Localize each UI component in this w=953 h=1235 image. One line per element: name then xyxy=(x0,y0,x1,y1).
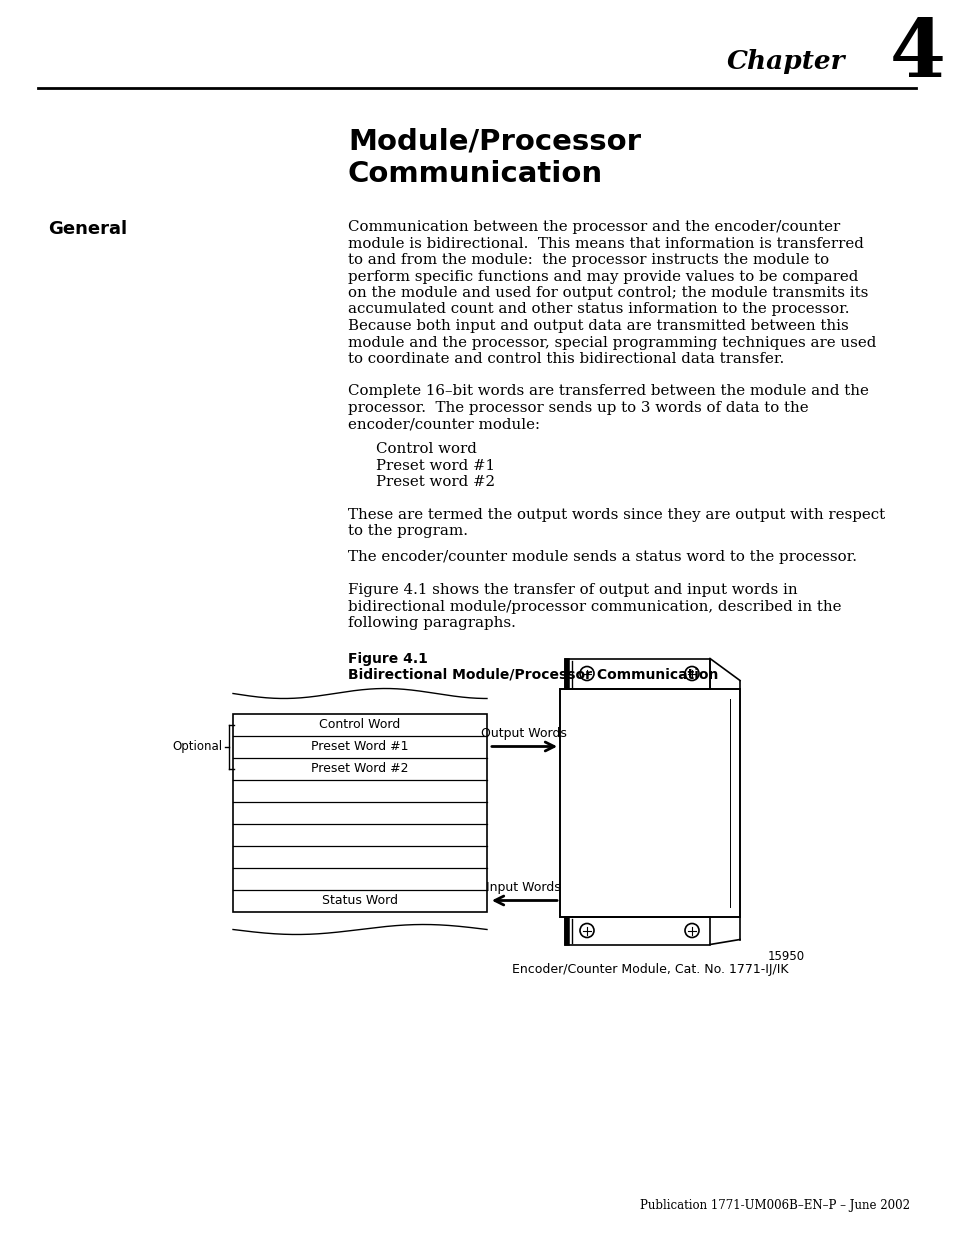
Text: Preset Word #2: Preset Word #2 xyxy=(311,762,408,776)
Text: accumulated count and other status information to the processor.: accumulated count and other status infor… xyxy=(348,303,848,316)
Text: Module/Processor: Module/Processor xyxy=(348,127,640,156)
Text: Status Word: Status Word xyxy=(322,894,397,906)
Text: encoder/counter module:: encoder/counter module: xyxy=(348,417,539,431)
Text: The encoder/counter module sends a status word to the processor.: The encoder/counter module sends a statu… xyxy=(348,551,856,564)
Text: module is bidirectional.  This means that information is transferred: module is bidirectional. This means that… xyxy=(348,236,863,251)
Text: perform specific functions and may provide values to be compared: perform specific functions and may provi… xyxy=(348,269,858,284)
Text: Encoder/Counter Module, Cat. No. 1771-IJ/IK: Encoder/Counter Module, Cat. No. 1771-IJ… xyxy=(511,962,787,976)
Text: Control Word: Control Word xyxy=(319,718,400,731)
Text: following paragraphs.: following paragraphs. xyxy=(348,616,516,630)
Text: to coordinate and control this bidirectional data transfer.: to coordinate and control this bidirecti… xyxy=(348,352,783,366)
Text: Input Words: Input Words xyxy=(486,881,560,894)
Text: Communication: Communication xyxy=(348,161,602,188)
Text: bidirectional module/processor communication, described in the: bidirectional module/processor communica… xyxy=(348,599,841,614)
Text: Publication 1771-UM006B–EN–P – June 2002: Publication 1771-UM006B–EN–P – June 2002 xyxy=(639,1199,909,1212)
Text: to and from the module:  the processor instructs the module to: to and from the module: the processor in… xyxy=(348,253,828,267)
Text: 4: 4 xyxy=(889,16,945,94)
Text: module and the processor, special programming techniques are used: module and the processor, special progra… xyxy=(348,336,876,350)
Bar xyxy=(564,658,709,688)
Text: General: General xyxy=(48,220,127,238)
Text: Preset word #2: Preset word #2 xyxy=(375,475,495,489)
Bar xyxy=(559,688,740,916)
Text: 15950: 15950 xyxy=(767,950,804,962)
Text: to the program.: to the program. xyxy=(348,524,468,538)
Text: processor.  The processor sends up to 3 words of data to the: processor. The processor sends up to 3 w… xyxy=(348,401,808,415)
Text: Figure 4.1 shows the transfer of output and input words in: Figure 4.1 shows the transfer of output … xyxy=(348,583,797,597)
Bar xyxy=(233,714,486,911)
Text: Communication between the processor and the encoder/counter: Communication between the processor and … xyxy=(348,220,840,233)
Text: on the module and used for output control; the module transmits its: on the module and used for output contro… xyxy=(348,287,867,300)
Text: These are termed the output words since they are output with respect: These are termed the output words since … xyxy=(348,508,884,521)
Text: Preset Word #1: Preset Word #1 xyxy=(311,740,408,753)
Text: Optional: Optional xyxy=(172,740,223,753)
Text: Bidirectional Module/Processor Communication: Bidirectional Module/Processor Communica… xyxy=(348,667,718,682)
Text: Complete 16–bit words are transferred between the module and the: Complete 16–bit words are transferred be… xyxy=(348,384,868,399)
Text: Figure 4.1: Figure 4.1 xyxy=(348,652,428,667)
Text: Preset word #1: Preset word #1 xyxy=(375,458,495,473)
Text: Output Words: Output Words xyxy=(480,727,566,740)
Text: Because both input and output data are transmitted between this: Because both input and output data are t… xyxy=(348,319,848,333)
Bar xyxy=(564,916,709,945)
Text: Chapter: Chapter xyxy=(726,49,844,74)
Text: Control word: Control word xyxy=(375,442,476,456)
